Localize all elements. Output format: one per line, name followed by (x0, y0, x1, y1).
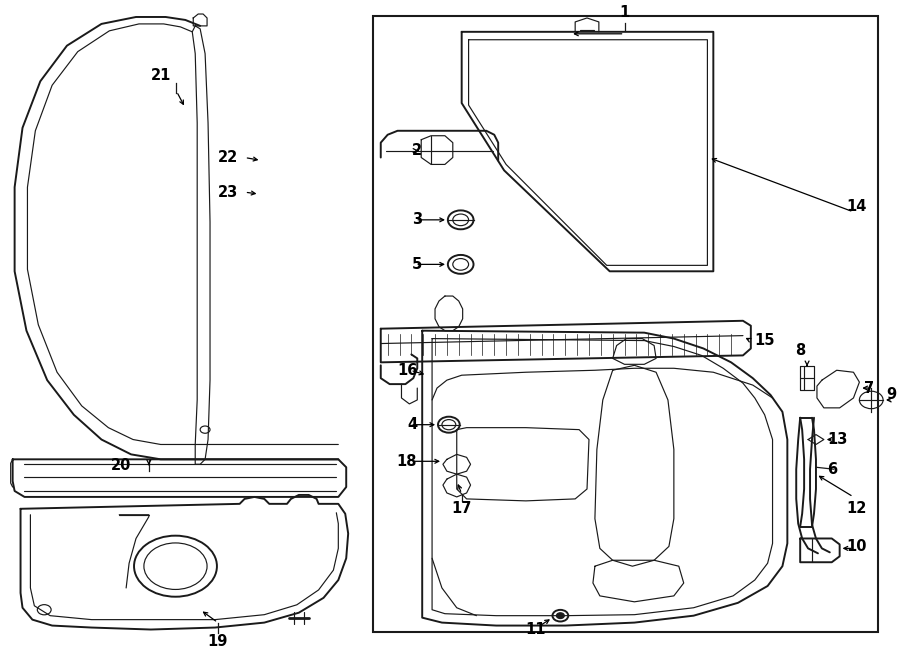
Text: 3: 3 (412, 212, 422, 227)
Text: 13: 13 (827, 432, 847, 447)
Text: 23: 23 (218, 184, 238, 200)
Text: 4: 4 (407, 417, 418, 432)
Text: 8: 8 (795, 343, 806, 358)
Text: 2: 2 (412, 143, 422, 158)
Text: 10: 10 (847, 539, 867, 554)
Text: 1: 1 (619, 5, 630, 20)
Text: 5: 5 (412, 257, 422, 272)
Circle shape (556, 613, 564, 619)
Text: 7: 7 (864, 381, 875, 395)
Text: 20: 20 (111, 458, 131, 473)
Text: 21: 21 (150, 68, 171, 83)
Text: 11: 11 (525, 622, 545, 637)
Text: 22: 22 (218, 150, 238, 165)
Bar (373, 16, 878, 633)
Text: 19: 19 (208, 634, 228, 649)
Text: 15: 15 (755, 333, 775, 348)
Text: 9: 9 (886, 387, 896, 403)
Text: 14: 14 (847, 200, 867, 214)
Text: 16: 16 (397, 363, 418, 377)
Text: 17: 17 (452, 501, 472, 516)
Text: 12: 12 (847, 501, 867, 516)
Text: 18: 18 (397, 454, 418, 469)
Text: 6: 6 (827, 462, 837, 477)
